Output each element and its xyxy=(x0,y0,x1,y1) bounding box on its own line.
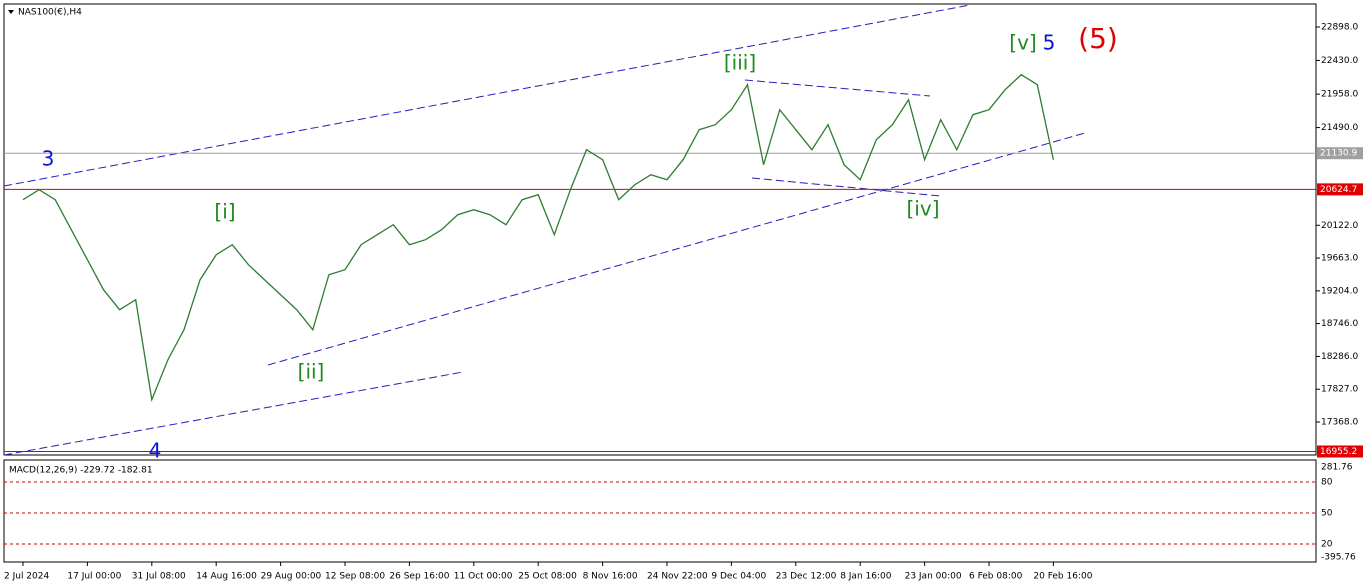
price-line-series xyxy=(22,73,1055,403)
x-tick-label: 8 Nov 16:00 xyxy=(583,572,638,582)
y-tick-label: 17368.0 xyxy=(1321,418,1358,428)
chart-title: NAS100(€),H4 xyxy=(18,8,82,18)
menu-arrow xyxy=(8,10,14,14)
main-frame xyxy=(3,3,1317,456)
x-tick-label: 2 Jul 2024 xyxy=(4,572,49,582)
y-tick-label: 22430.0 xyxy=(1321,56,1358,66)
y-tick-label: 19663.0 xyxy=(1321,254,1358,264)
x-tick-label: 12 Sep 08:00 xyxy=(325,572,385,582)
y-tick-label: 18286.0 xyxy=(1321,352,1358,362)
x-tick-label: 11 Oct 00:00 xyxy=(454,572,513,582)
macd-level: -395.76 xyxy=(1321,553,1356,563)
x-tick-label: 8 Jan 16:00 xyxy=(840,572,892,582)
y-tick-label: 21958.0 xyxy=(1321,90,1358,100)
x-tick-label: 23 Dec 12:00 xyxy=(776,572,837,582)
wave-label: (5) xyxy=(1078,22,1118,55)
wave-label: [v] xyxy=(1009,31,1036,55)
macd-levels xyxy=(4,481,1316,545)
macd-label: MACD(12,26,9) -229.72 -182.81 xyxy=(9,466,153,476)
macd-frame xyxy=(3,459,1317,563)
price-label: 21130.9 xyxy=(1320,149,1357,159)
x-tick-label: 14 Aug 16:00 xyxy=(196,572,257,582)
y-tick-label: 22898.0 xyxy=(1321,23,1358,33)
price-label-box xyxy=(1317,147,1363,160)
y-tick-label: 18746.0 xyxy=(1321,319,1358,329)
x-tick-label: 25 Oct 08:00 xyxy=(518,572,577,582)
y-tick-label: 17827.0 xyxy=(1321,385,1358,395)
x-tick-label: 29 Aug 00:00 xyxy=(261,572,322,582)
wave-label: [iv] xyxy=(907,197,940,221)
x-tick-label: 23 Jan 00:00 xyxy=(905,572,962,582)
y-tick-label: 20122.0 xyxy=(1321,221,1358,231)
x-tick-label: 31 Jul 08:00 xyxy=(132,572,186,582)
x-tick-label: 6 Feb 08:00 xyxy=(969,572,1023,582)
wave-label: [ii] xyxy=(298,360,325,384)
wave-label: [iii] xyxy=(724,51,756,75)
price-label-box xyxy=(1317,445,1363,458)
x-tick-label: 9 Dec 04:00 xyxy=(711,572,766,582)
macd-level: 281.76 xyxy=(1321,463,1353,473)
x-tick-label: 17 Jul 00:00 xyxy=(67,572,121,582)
x-tick-label: 24 Nov 22:00 xyxy=(647,572,708,582)
trendlines xyxy=(3,4,1086,456)
wave-label: [i] xyxy=(214,200,235,224)
macd-level: 20 xyxy=(1321,540,1333,550)
x-tick-label: 26 Sep 16:00 xyxy=(389,572,449,582)
y-tick-label: 19204.0 xyxy=(1321,286,1358,296)
macd-level: 80 xyxy=(1321,478,1333,488)
wave-label: 4 xyxy=(149,439,162,463)
macd-level: 50 xyxy=(1321,509,1333,519)
price-label: 20624.7 xyxy=(1320,185,1357,195)
price-label: 16955.2 xyxy=(1320,447,1357,457)
wave-label: 3 xyxy=(42,147,55,171)
x-tick-label: 20 Feb 16:00 xyxy=(1033,572,1092,582)
y-tick-label: 21490.0 xyxy=(1321,123,1358,133)
wave-label: 5 xyxy=(1043,31,1056,55)
price-label-box xyxy=(1317,183,1363,196)
